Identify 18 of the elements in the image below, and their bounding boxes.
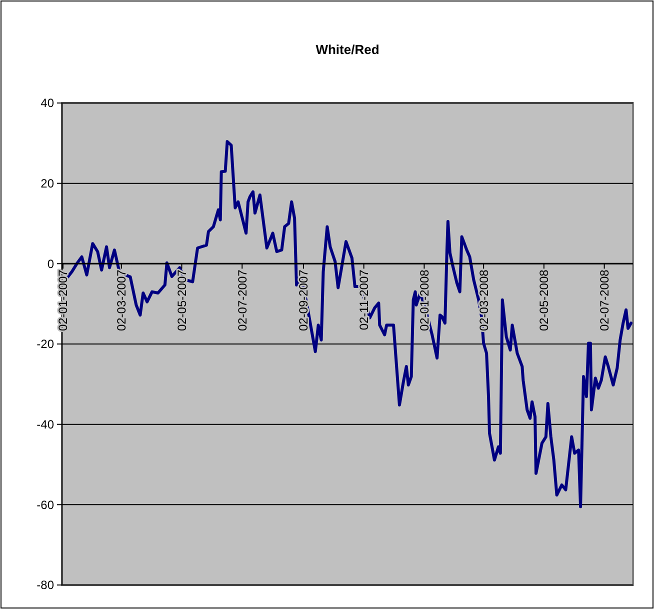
x-tick-label: 02-11-2007 [357,269,372,330]
chart-title: White/Red [316,42,380,57]
y-tick-label: -60 [36,498,54,512]
x-tick-label: 02-09-2007 [296,269,311,332]
x-tick-label: 02-05-2007 [174,269,189,332]
x-tick-label: 02-01-2008 [417,269,432,332]
y-tick-label: 0 [47,256,54,271]
x-tick-label: 02-03-2007 [114,269,129,332]
x-tick-label: 02-05-2008 [537,269,552,332]
x-tick-label: 02-07-2008 [598,269,612,332]
y-tick-label: -40 [36,418,54,432]
y-tick-label: 20 [40,176,54,191]
x-tick-label: 02-03-2008 [476,269,491,332]
y-tick-label: -20 [36,337,54,352]
y-tick-label: -80 [36,578,54,592]
x-tick-label: 02-01-2007 [56,269,70,332]
x-tick-label: 02-07-2007 [235,269,250,332]
y-tick-label: 40 [40,96,54,110]
